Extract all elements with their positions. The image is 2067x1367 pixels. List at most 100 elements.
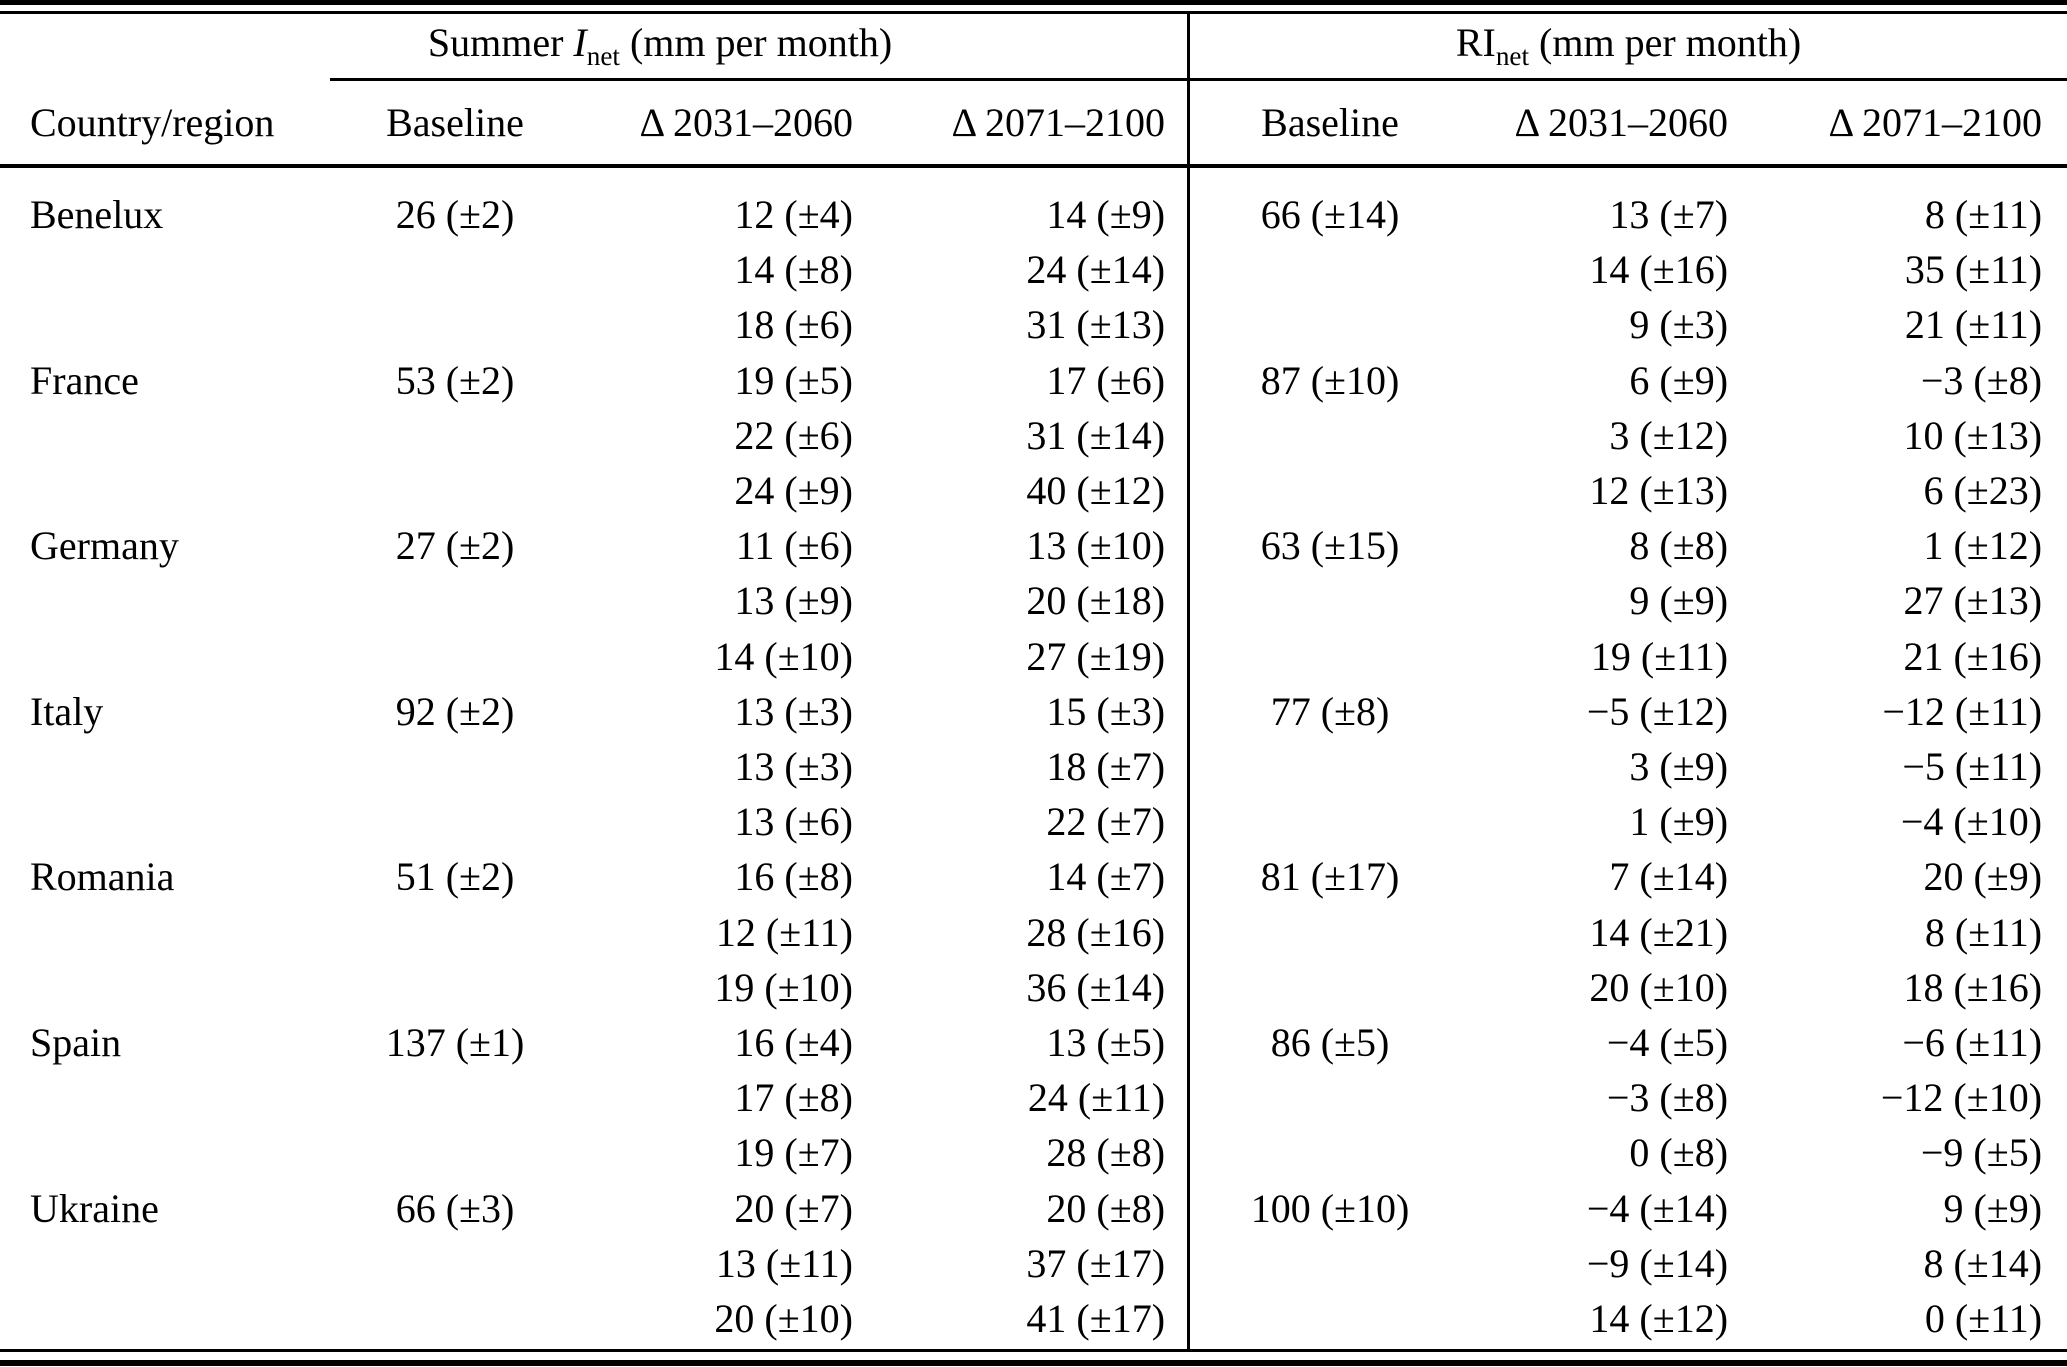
value-cell: 77 (±8) — [1270, 688, 1390, 734]
value-cell: 19 (±11) — [1590, 633, 1729, 679]
value-cell: 20 (±10) — [714, 1296, 853, 1342]
value-cell: 27 (±19) — [1026, 633, 1166, 679]
country-label — [0, 629, 250, 684]
value-cell: 20 (±7) — [734, 1185, 853, 1231]
value-cell: 66 (±14) — [1260, 192, 1400, 237]
value-cell — [1190, 573, 1440, 628]
value-cell: 18 (±7) — [1046, 744, 1166, 790]
table-row: France 53 (±2) 19 (±5) 17 (±6) 87 (±10) 6 (±9… — [0, 353, 2067, 408]
column-header-country: Country/region — [30, 99, 275, 145]
table-row: 14 (±10) 27 (±19) 19 (±11) 21 (±16) — [0, 629, 2067, 684]
table-row: 18 (±6) 31 (±13) 9 (±3) 21 (±11) — [0, 297, 2067, 352]
value-cell: 92 (±2) — [395, 688, 515, 734]
value-cell: 22 (±6) — [734, 412, 853, 458]
group-label-symbol: RI — [1455, 20, 1496, 65]
value-cell — [250, 905, 560, 960]
value-cell: 24 (±14) — [1026, 247, 1166, 293]
country-label — [0, 297, 250, 352]
value-cell: 17 (±6) — [1046, 357, 1166, 403]
value-cell: 14 (±12) — [1589, 1296, 1729, 1342]
value-cell — [1190, 408, 1440, 463]
column-header-delta-2071-summer: Δ 2071–2100 — [951, 99, 1166, 145]
value-cell: 66 (±3) — [395, 1185, 515, 1231]
value-cell — [250, 960, 560, 1015]
value-cell: 53 (±2) — [395, 357, 515, 403]
value-cell — [250, 1070, 560, 1125]
value-cell: 12 (±13) — [1589, 468, 1729, 514]
value-cell: 41 (±17) — [1026, 1296, 1166, 1342]
country-label: Spain — [30, 1020, 122, 1066]
value-cell — [1190, 1070, 1440, 1125]
value-cell: 100 (±10) — [1250, 1185, 1410, 1231]
value-cell: 16 (±4) — [734, 1020, 853, 1066]
value-cell — [1190, 297, 1440, 352]
table-row: Benelux 26 (±2) 12 (±4) 14 (±9) 66 (±14) 13 (… — [0, 187, 2067, 242]
value-cell: 6 (±9) — [1629, 357, 1729, 403]
value-cell: 13 (±3) — [734, 688, 853, 734]
value-cell: 86 (±5) — [1270, 1020, 1390, 1066]
group-label-unit: (mm per month) — [619, 20, 893, 65]
value-cell: −4 (±5) — [1606, 1020, 1729, 1066]
value-cell: 14 (±21) — [1589, 909, 1729, 955]
country-label: Romania — [30, 854, 175, 900]
value-cell: 35 (±11) — [1904, 247, 2043, 293]
value-cell — [1190, 794, 1440, 849]
group-label-subscript: net — [586, 41, 620, 71]
column-header-row: Country/region Baseline Δ 2031–2060 Δ 20… — [0, 78, 2067, 166]
value-cell: 28 (±8) — [1046, 1130, 1166, 1176]
table-row: 14 (±8) 24 (±14) 14 (±16) 35 (±11) — [0, 242, 2067, 297]
value-cell: 15 (±3) — [1046, 688, 1166, 734]
value-cell: −9 (±5) — [1920, 1130, 2043, 1176]
value-cell: 11 (±6) — [735, 523, 853, 569]
value-cell: 14 (±16) — [1589, 247, 1729, 293]
value-cell: 3 (±12) — [1609, 412, 1729, 458]
table-row: Spain 137 (±1) 16 (±4) 13 (±5) 86 (±5) −4 (±5… — [0, 1015, 2067, 1070]
value-cell: −3 (±8) — [1606, 1075, 1729, 1121]
value-cell: 17 (±8) — [734, 1075, 853, 1121]
value-cell: 14 (±10) — [714, 633, 853, 679]
value-cell: 13 (±5) — [1046, 1020, 1166, 1066]
group-label-unit: (mm per month) — [1529, 20, 1802, 65]
value-cell: 6 (±23) — [1923, 468, 2043, 514]
value-cell — [250, 297, 560, 352]
column-header-baseline-summer: Baseline — [386, 99, 524, 145]
value-cell: 21 (±11) — [1904, 302, 2043, 348]
table-row: 22 (±6) 31 (±14) 3 (±12) 10 (±13) — [0, 408, 2067, 463]
group-label-prefix: Summer — [427, 20, 574, 65]
value-cell: −12 (±10) — [1880, 1075, 2043, 1121]
table-row: 13 (±9) 20 (±18) 9 (±9) 27 (±13) — [0, 573, 2067, 628]
value-cell: 13 (±10) — [1026, 523, 1166, 569]
table-row: 19 (±10) 36 (±14) 20 (±10) 18 (±16) — [0, 960, 2067, 1015]
value-cell: 51 (±2) — [395, 854, 515, 900]
value-cell — [1190, 960, 1440, 1015]
value-cell — [250, 1291, 560, 1346]
table-row: Italy 92 (±2) 13 (±3) 15 (±3) 77 (±8) −5 (±12… — [0, 684, 2067, 739]
value-cell: 22 (±7) — [1046, 799, 1166, 845]
value-cell: 81 (±17) — [1260, 854, 1400, 900]
column-header-baseline-ri: Baseline — [1261, 99, 1399, 145]
top-rule-thin — [0, 11, 2067, 14]
value-cell: 31 (±13) — [1026, 302, 1166, 348]
country-label — [0, 794, 250, 849]
value-cell: 20 (±8) — [1046, 1185, 1166, 1231]
value-cell — [250, 629, 560, 684]
value-cell: 14 (±8) — [734, 247, 853, 293]
value-cell: 63 (±15) — [1260, 523, 1400, 569]
country-label — [0, 960, 250, 1015]
value-cell: 19 (±5) — [734, 357, 853, 403]
group-header-rinet: RInet (mm per month) — [1190, 0, 2067, 78]
value-cell: 13 (±9) — [734, 578, 853, 624]
country-label — [0, 1125, 250, 1180]
value-cell: −3 (±8) — [1920, 357, 2043, 403]
country-label: France — [30, 357, 139, 403]
value-cell — [250, 1236, 560, 1291]
table-row: 13 (±6) 22 (±7) 1 (±9) −4 (±10) — [0, 794, 2067, 849]
value-cell: 8 (±14) — [1923, 1240, 2043, 1286]
value-cell: −4 (±14) — [1586, 1185, 1729, 1231]
value-cell: 20 (±10) — [1589, 964, 1729, 1010]
group-label-subscript: net — [1495, 41, 1530, 71]
value-cell — [1190, 242, 1440, 297]
value-cell: −12 (±11) — [1882, 688, 2043, 734]
country-label — [0, 1291, 250, 1346]
